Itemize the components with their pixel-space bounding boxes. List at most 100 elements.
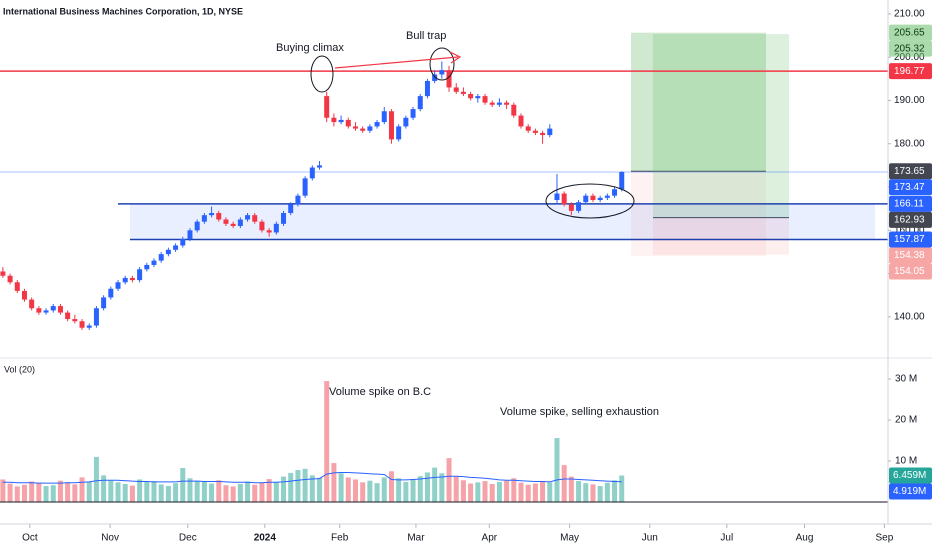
candle-body [561,193,567,205]
x-tick-label: Nov [101,533,119,544]
y2-tick-label: 30 M [895,374,917,385]
candle-body [576,202,582,211]
candle-body [21,290,27,300]
candle-body [29,299,35,309]
volume-bar [93,456,99,502]
target-area [653,34,789,218]
candle-body [439,70,445,75]
x-tick-label: 2024 [254,533,277,544]
candle-body [65,312,71,320]
price-badge-label: 154.38 [894,250,925,261]
volume-bar [345,477,351,502]
chart-title: International Business Machines Corporat… [3,6,243,16]
price-badge [889,211,932,228]
candle-body [612,189,618,196]
annotation-layer: Buying climax Bull trap Volume spike on … [0,0,932,525]
candle-body [151,260,157,265]
volume-bar [216,480,222,502]
price-badge [889,195,932,212]
candle-body [338,119,344,123]
candle-body [460,91,466,94]
candle-body [619,172,625,190]
annotation: Bull trap [406,30,446,42]
candle-body [129,277,135,281]
volume-bar [446,458,452,502]
candle-body [173,245,179,250]
volume-bar [619,475,625,502]
volume-bar [367,480,373,502]
volume-bar [518,482,524,502]
candle-body [504,102,510,105]
marks-layer [0,61,625,502]
volume-bar [338,473,344,502]
volume-bar [381,477,387,502]
volume-bar [57,480,63,502]
candle-body [453,87,459,92]
candle-body [209,213,215,216]
volume-bar [295,470,301,502]
candle-body [417,96,423,110]
candle-body [446,70,452,88]
candle-body [381,111,387,123]
candle-body [317,165,323,168]
price-badge [889,179,932,196]
candle-body [554,193,560,201]
candle-body [223,219,229,224]
candle-body [165,249,171,255]
candle-body [309,167,315,179]
candle-body [489,102,495,105]
volume-bar [432,467,438,502]
base-ellipse [545,183,635,219]
candle-body [482,96,488,103]
volume-bar [612,480,618,502]
candle-body [388,111,394,140]
annotation: Volume spike, selling exhaustion [500,406,659,418]
volume-title: Vol (20) [4,364,35,374]
volume-bar [36,483,42,502]
candle-body [43,310,49,313]
volume-bar [266,479,272,502]
candle-body [360,128,366,131]
support-zone [130,203,875,240]
volume-bar [65,482,71,502]
candle-body [352,126,358,129]
volume-bar [230,486,236,502]
volume-badge [889,483,932,500]
volume-bar [101,475,107,502]
volume-bar [122,483,128,502]
candle-body [583,195,589,203]
volume-ma-line [2,472,622,484]
price-badge [889,63,932,80]
volume-bar [374,483,380,502]
price-badge-label: 162.93 [894,215,925,226]
bull-trap-ellipse [429,47,455,81]
price-badge [889,163,932,180]
volume-bar [237,483,243,502]
volume-bar [496,481,502,502]
price-badge-label: 166.11 [894,199,924,210]
candle-body [158,254,164,261]
candle-body [115,282,121,289]
candle-body [266,230,272,233]
candle-body [122,277,128,283]
volume-bar [158,484,164,502]
candle-body [345,119,351,127]
volume-bar [7,483,13,502]
volume-badge-label: 6.459M [893,470,926,481]
annotation: Volume spike on B.C [329,386,431,398]
trap-arrow-head [449,51,462,64]
volume-bar [561,465,567,502]
x-tick-label: Oct [22,533,38,544]
volume-bar [604,482,610,502]
volume-bar [137,479,143,502]
volume-badge-label: 4.919M [893,486,926,497]
price-badge-label: 205.65 [894,27,925,38]
volume-bar [209,483,215,502]
y2-tick-label: 20 M [895,415,917,426]
volume-bar [525,484,531,502]
volume-bar [29,481,35,502]
annotation: Buying climax [276,42,344,54]
candle-body [0,271,6,276]
volume-bar [245,481,251,502]
